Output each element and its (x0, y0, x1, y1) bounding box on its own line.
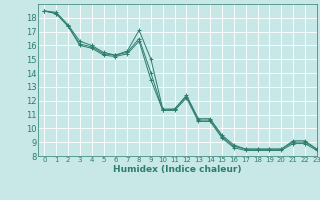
X-axis label: Humidex (Indice chaleur): Humidex (Indice chaleur) (113, 165, 242, 174)
